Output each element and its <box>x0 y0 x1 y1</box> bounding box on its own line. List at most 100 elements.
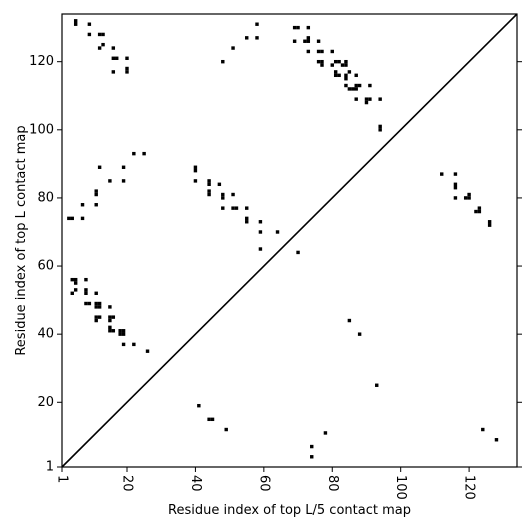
contact-point <box>303 39 307 43</box>
contact-point <box>121 179 126 183</box>
contact-point <box>111 315 116 319</box>
contact-point <box>344 59 348 64</box>
contact-point <box>333 59 338 64</box>
contact-point <box>344 77 348 81</box>
contact-point <box>111 70 116 74</box>
contact-point <box>73 288 78 292</box>
contact-point <box>364 97 369 101</box>
contact-point <box>108 179 112 183</box>
contact-point <box>320 59 324 64</box>
contact-point <box>207 182 211 187</box>
contact-point <box>347 318 352 323</box>
contact-point <box>255 22 259 26</box>
contact-point <box>378 97 382 101</box>
x-tick-label: 1 <box>55 475 70 483</box>
contact-point <box>97 46 102 50</box>
contact-point <box>481 427 485 432</box>
contact-point <box>494 438 499 442</box>
contact-point <box>258 247 263 251</box>
contact-point <box>221 192 225 197</box>
contact-point <box>80 216 85 221</box>
plot-frame <box>61 13 518 468</box>
contact-point <box>320 63 324 67</box>
contact-point <box>97 301 102 306</box>
contact-point <box>210 417 215 422</box>
contact-point <box>306 39 311 43</box>
contact-point <box>316 39 321 43</box>
contact-point <box>258 230 263 234</box>
contact-point <box>94 189 98 193</box>
contact-point <box>357 332 362 336</box>
contact-point <box>84 291 88 296</box>
contact-point <box>310 455 314 459</box>
contact-point <box>347 87 352 91</box>
contact-point <box>84 288 88 292</box>
contact-point <box>97 305 102 309</box>
contact-point <box>306 36 311 40</box>
contact-point <box>357 83 362 88</box>
contact-point <box>292 25 297 30</box>
contact-point <box>333 73 338 78</box>
contact-point <box>453 172 458 176</box>
y-tick-label: 20 <box>37 395 54 410</box>
contact-point <box>463 196 468 200</box>
contact-point <box>344 63 348 67</box>
contact-point <box>111 329 116 333</box>
contact-point <box>354 83 358 88</box>
contact-point <box>97 315 102 319</box>
contact-point <box>453 182 458 187</box>
contact-point <box>316 49 321 54</box>
contact-point <box>245 36 249 40</box>
contact-point <box>224 427 228 432</box>
contact-point <box>296 250 300 255</box>
x-axis-ticks: 1 20 40 60 80 100 120 <box>55 467 477 500</box>
contact-point <box>330 49 334 54</box>
contact-point <box>73 22 78 26</box>
contact-point <box>467 192 471 197</box>
contact-point <box>245 220 249 224</box>
contact-point <box>351 87 355 91</box>
contact-point <box>70 277 74 282</box>
contact-point <box>94 203 98 207</box>
y-axis-label: Residue index of top L contact map <box>14 125 29 355</box>
contact-point <box>221 206 225 210</box>
contact-point <box>73 277 78 282</box>
contact-point <box>121 342 126 347</box>
x-tick-label: 60 <box>256 475 271 492</box>
contact-point <box>94 315 98 319</box>
contact-point <box>132 342 136 347</box>
contact-point <box>258 220 263 224</box>
contact-point <box>344 83 348 88</box>
contact-point <box>368 97 372 101</box>
contact-point <box>121 332 126 336</box>
y-tick-label: 120 <box>29 54 54 69</box>
contact-point <box>354 73 358 78</box>
contact-point <box>108 329 112 333</box>
contact-point <box>245 216 249 221</box>
contact-point <box>108 318 112 323</box>
contact-point <box>111 56 116 60</box>
contact-point <box>440 172 444 176</box>
contact-point <box>207 189 211 193</box>
contact-point <box>467 196 471 200</box>
contact-point <box>132 151 136 156</box>
contact-point <box>245 206 249 210</box>
contact-point <box>125 66 129 71</box>
contact-point <box>378 128 382 132</box>
contact-point <box>347 70 352 74</box>
contact-point <box>453 196 458 200</box>
contact-point <box>354 97 358 101</box>
contact-point <box>73 19 78 23</box>
contact-point <box>87 301 92 306</box>
contact-point <box>217 182 222 187</box>
contact-point <box>145 349 150 353</box>
y-tick-label: 100 <box>29 122 54 137</box>
contact-point <box>94 192 98 197</box>
contact-point <box>84 277 88 282</box>
contact-point <box>87 22 92 26</box>
contact-point <box>118 332 122 336</box>
contact-point <box>125 56 129 60</box>
contact-point <box>94 318 98 323</box>
contact-point <box>375 383 379 387</box>
